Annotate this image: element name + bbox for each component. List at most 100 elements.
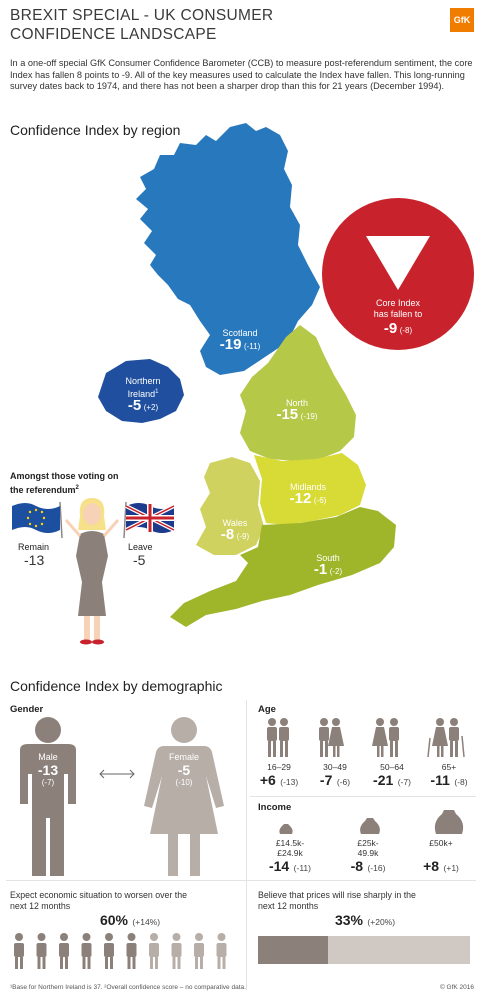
age-figures [267, 718, 465, 758]
ni-change: (+2) [143, 403, 159, 412]
person-icon [149, 933, 159, 969]
prices-text-line-2: next 12 months [258, 901, 319, 911]
economy-stat: 60% (+14%) [60, 912, 200, 930]
prices-bar-fill [258, 936, 328, 964]
person-icon [104, 933, 114, 969]
age-stats: 16–29 +6 (-13) 30–49 -7 (-6) 50–64 -21 (… [250, 762, 476, 790]
title-line-1: BREXIT SPECIAL - UK CONSUMER [10, 7, 274, 24]
male-figure-icon [20, 717, 76, 876]
map-region-north [240, 325, 356, 461]
prices-text-line-1: Believe that prices will rise sharply in… [258, 890, 416, 900]
south-label: South -1 (-2) [298, 553, 358, 577]
uk-flag-icon [123, 501, 175, 538]
bottom-divider [6, 880, 476, 881]
voter-woman-figure [64, 498, 120, 645]
age-income-divider [250, 796, 476, 797]
intro-paragraph: In a one-off special GfK Consumer Confid… [10, 58, 473, 91]
region-heading: Confidence Index by region [10, 122, 181, 138]
income-range-1: £50k+ [429, 838, 453, 848]
money-bag-small-icon [279, 824, 293, 834]
south-change: (-2) [329, 567, 343, 576]
gfk-logo: GfK [450, 8, 474, 32]
copyright: © GfK 2016 [439, 984, 474, 991]
eu-flag-icon [12, 501, 63, 538]
income-range-2 [406, 848, 476, 858]
female-change: (-10) [175, 778, 193, 787]
map-region-northern-ireland [98, 359, 184, 423]
core-index-line-1: Core Index [375, 298, 421, 308]
ni-name-line-2: Ireland [127, 389, 156, 399]
referendum-heading: Amongst those voting on the referendum2 [10, 470, 119, 496]
scotland-label: Scotland -19 (-11) [210, 328, 270, 352]
wales-change: (-9) [236, 532, 250, 541]
income-value: -14 [268, 858, 290, 874]
income-range-1: £14.5k- [275, 838, 305, 848]
gfk-logo-text: GfK [453, 15, 471, 25]
core-index-change: (-8) [399, 326, 413, 335]
age-group-1: 30–49 -7 (-6) [308, 762, 362, 790]
age-range: 65+ [441, 762, 457, 772]
income-change: (+1) [443, 863, 459, 873]
income-range-1: £25k- [357, 838, 379, 848]
male-value: -13 [37, 762, 59, 778]
person-icon [14, 933, 24, 969]
economy-text-line-2: next 12 months [10, 901, 71, 911]
scotland-change: (-11) [243, 342, 261, 351]
person-icon [216, 933, 227, 969]
north-label: North -15 (-19) [262, 398, 332, 422]
midlands-name: Midlands [289, 482, 327, 492]
remain-label: Remain [18, 542, 50, 552]
economy-text-line-1: Expect economic situation to worsen over… [10, 890, 188, 900]
male-label: Male [38, 752, 58, 762]
age-change: (-7) [397, 777, 411, 787]
leave-value: -5 [133, 552, 146, 568]
income-stats: £14.5k- £24.9k -14 (-11) £25k- 49.9k -8 … [250, 838, 476, 876]
female-value: -5 [177, 762, 191, 778]
age-value: -21 [373, 772, 394, 788]
core-index-value: -9 [383, 320, 398, 337]
economy-people-chart [14, 933, 227, 969]
scotland-name: Scotland [222, 328, 258, 338]
economy-value: 60% [99, 912, 128, 928]
female-label: Female [168, 752, 199, 762]
male-change: (-7) [41, 778, 55, 787]
age-range: 16–29 [267, 762, 291, 772]
income-group-2: £50k+ +8 (+1) [406, 838, 476, 876]
page-title: BREXIT SPECIAL - UK CONSUMER CONFIDENCE … [10, 6, 390, 44]
age-range: 50–64 [380, 762, 404, 772]
female-figure-icon [144, 717, 224, 876]
person-icon [81, 933, 92, 969]
income-change: (-16) [367, 863, 386, 873]
prices-bar-track [258, 936, 470, 964]
age-group-2: 50–64 -21 (-7) [362, 762, 422, 790]
prices-change: (+20%) [367, 917, 396, 927]
double-arrow-icon [99, 769, 135, 779]
northern-ireland-label: Northern Ireland1 -5 (+2) [108, 376, 178, 413]
south-value: -1 [313, 561, 328, 578]
age-group-3: 65+ -11 (-8) [422, 762, 476, 790]
core-index-line-2: has fallen to [373, 309, 423, 319]
ni-name-line-1: Northern [125, 376, 161, 386]
income-change: (-11) [293, 863, 311, 873]
income-range-2: 49.9k [357, 848, 379, 858]
north-name: North [285, 398, 308, 408]
age-65-plus-icon [427, 718, 465, 758]
gender-figures [20, 717, 224, 876]
north-change: (-19) [300, 412, 318, 421]
age-30-49-icon [319, 718, 344, 757]
map-region-wales [196, 457, 264, 555]
age-value: -11 [430, 772, 450, 788]
footnote: ¹Base for Northern Ireland is 37. ²Overa… [10, 984, 246, 991]
title-line-2: CONFIDENCE LANDSCAPE [10, 26, 217, 43]
prices-text: Believe that prices will rise sharply in… [258, 890, 476, 912]
referendum-footnote-mark: 2 [75, 485, 79, 491]
midlands-label: Midlands -12 (-6) [270, 482, 346, 506]
income-group-1: £25k- 49.9k -8 (-16) [330, 838, 406, 876]
person-icon [171, 933, 182, 969]
age-range: 30–49 [323, 762, 347, 772]
female-stat: Female -5 (-10) [162, 752, 206, 787]
income-group-0: £14.5k- £24.9k -14 (-11) [250, 838, 330, 876]
prices-value: 33% [334, 912, 363, 928]
panel-divider [246, 700, 247, 990]
income-label: Income [258, 802, 292, 813]
